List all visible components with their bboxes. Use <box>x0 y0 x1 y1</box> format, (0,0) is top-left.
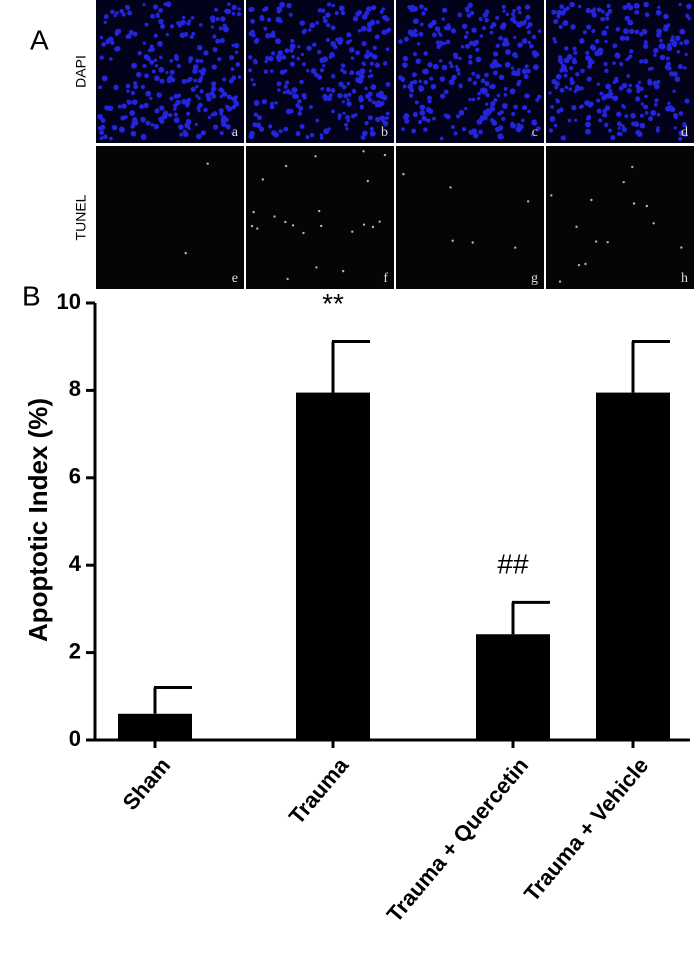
row-label: DAPI <box>73 55 89 88</box>
x-tick-label: Trauma <box>284 752 354 829</box>
error-bar <box>511 600 550 635</box>
significance-mark: ## <box>497 549 529 580</box>
nuclei <box>248 1 392 140</box>
panel-letter: b <box>381 125 388 140</box>
row-label: TUNEL <box>73 194 89 240</box>
panel-label: B <box>22 280 41 311</box>
bar <box>476 634 550 740</box>
y-tick-label: 6 <box>69 464 81 489</box>
x-tick-label: Trauma + Quercetin <box>382 753 534 927</box>
bar <box>296 392 370 740</box>
panel-letter: d <box>681 125 688 140</box>
x-tick-label: Trauma + Vehicle <box>519 753 653 906</box>
panel-letter: c <box>532 125 538 140</box>
error-bar <box>631 339 670 393</box>
micrograph <box>396 146 544 289</box>
significance-mark: ** <box>322 288 344 319</box>
nuclei <box>548 1 692 141</box>
panel-letter: h <box>681 271 688 286</box>
y-tick-label: 0 <box>69 726 81 751</box>
y-tick-label: 4 <box>69 551 82 576</box>
y-tick-label: 2 <box>69 638 81 663</box>
panel-label: A <box>30 24 49 55</box>
nuclei <box>97 1 242 141</box>
error-bar <box>331 339 370 393</box>
panel-letter: g <box>531 271 538 286</box>
micrograph <box>246 146 394 289</box>
bar <box>596 392 670 740</box>
bar <box>118 713 192 740</box>
y-tick-label: 8 <box>69 376 81 401</box>
micrograph <box>546 146 694 289</box>
panel-letter: a <box>232 125 239 140</box>
panel-letter: f <box>383 271 388 286</box>
x-tick-label: Sham <box>118 753 176 815</box>
nuclei <box>398 2 542 141</box>
y-tick-label: 10 <box>57 289 81 314</box>
y-axis-title: Apoptotic Index (%) <box>23 398 53 642</box>
panel-letter: e <box>232 271 238 286</box>
micrograph <box>96 146 244 289</box>
error-bar <box>153 686 192 714</box>
